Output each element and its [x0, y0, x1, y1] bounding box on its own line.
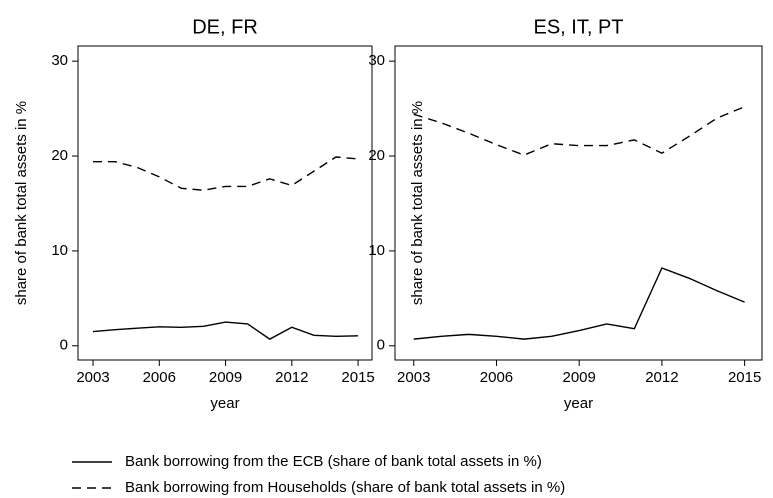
plot-frame	[394, 45, 763, 361]
x-tick-label: 2006	[480, 369, 513, 386]
x-tick-label: 2009	[563, 369, 596, 386]
x-tick-label: 2003	[76, 369, 109, 386]
legend-label: Bank borrowing from the ECB (share of ba…	[125, 453, 542, 470]
x-axis-label: year	[210, 395, 239, 412]
x-tick-label: 2012	[645, 369, 678, 386]
chart-title: DE, FR	[192, 16, 258, 38]
series-line	[413, 106, 745, 156]
series-line	[413, 267, 745, 340]
series-line	[92, 321, 359, 340]
plot-frame	[77, 45, 373, 361]
y-tick-label: 30	[51, 52, 68, 69]
x-axis-label: year	[564, 395, 593, 412]
y-tick-label: 30	[368, 52, 385, 69]
x-tick-label: 2015	[341, 369, 374, 386]
series-line	[93, 156, 359, 191]
y-tick-label: 20	[51, 147, 68, 164]
y-tick-label: 0	[377, 337, 385, 354]
x-tick-label: 2006	[143, 369, 176, 386]
y-axis-label: share of bank total assets in %	[13, 101, 30, 305]
y-axis-label: share of bank total assets in %	[409, 101, 426, 305]
y-tick-label: 0	[60, 337, 68, 354]
x-tick-label: 2009	[209, 369, 242, 386]
x-tick-label: 2012	[275, 369, 308, 386]
y-tick-label: 20	[368, 147, 385, 164]
legend-label: Bank borrowing from Households (share of…	[125, 479, 565, 496]
y-tick-label: 10	[51, 242, 68, 259]
y-tick-label: 10	[368, 242, 385, 259]
x-tick-label: 2015	[728, 369, 761, 386]
x-tick-label: 2003	[397, 369, 430, 386]
chart-title: ES, IT, PT	[533, 16, 623, 38]
